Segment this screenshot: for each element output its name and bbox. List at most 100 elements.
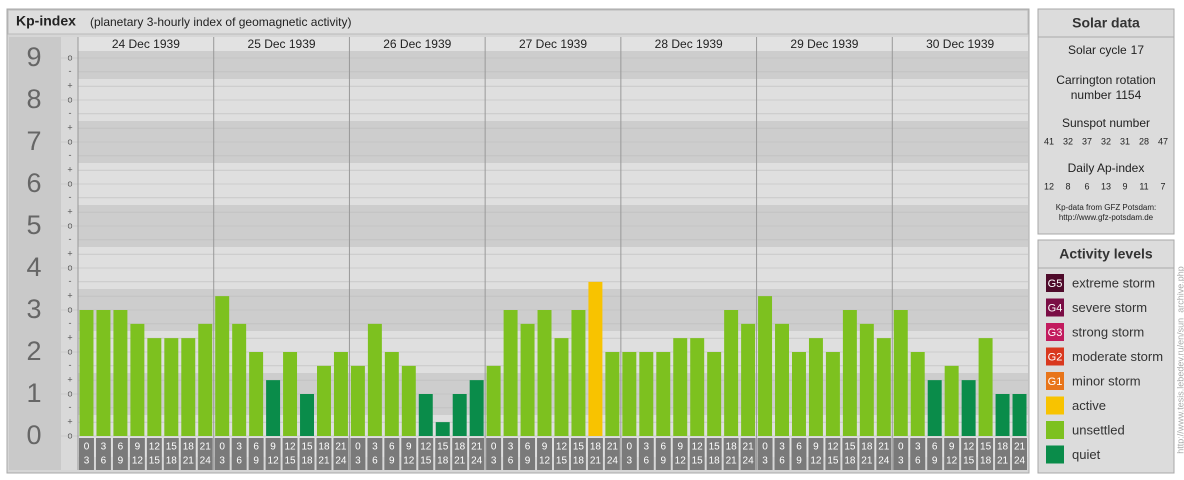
x-tick-label: 9 bbox=[253, 456, 259, 467]
x-tick-box bbox=[129, 438, 145, 470]
bar bbox=[283, 352, 298, 436]
y-tick-label: 4 bbox=[26, 252, 41, 282]
x-tick-box bbox=[469, 438, 485, 470]
x-tick-label: 12 bbox=[284, 442, 296, 453]
x-tick-box bbox=[435, 438, 451, 470]
x-tick-box bbox=[944, 438, 960, 470]
minor-tick-label: - bbox=[69, 234, 72, 244]
bar bbox=[571, 310, 586, 436]
x-tick-label: 9 bbox=[135, 442, 141, 453]
level-code: G3 bbox=[1048, 327, 1063, 339]
chart-subtitle: (planetary 3-hourly index of geomagnetic… bbox=[90, 15, 351, 29]
minor-tick-label: - bbox=[69, 66, 72, 76]
bar bbox=[503, 310, 518, 436]
x-tick-label: 6 bbox=[660, 442, 666, 453]
level-label: severe storm bbox=[1072, 300, 1147, 315]
minor-tick-label: o bbox=[67, 346, 72, 356]
minor-axis-band bbox=[61, 37, 78, 470]
x-tick-label: 0 bbox=[762, 442, 768, 453]
x-tick-box bbox=[384, 438, 400, 470]
chart-title: Kp-index bbox=[16, 13, 76, 29]
x-tick-label: 21 bbox=[726, 456, 738, 467]
x-tick-box bbox=[112, 438, 128, 470]
minor-tick-label: o bbox=[67, 388, 72, 398]
level-label: moderate storm bbox=[1072, 349, 1163, 364]
x-tick-box bbox=[350, 438, 366, 470]
x-tick-label: 24 bbox=[743, 456, 755, 467]
level-label: strong storm bbox=[1072, 324, 1144, 339]
level-swatch bbox=[1046, 347, 1064, 366]
x-tick-box bbox=[163, 438, 179, 470]
x-tick-box bbox=[79, 438, 94, 470]
x-tick-box bbox=[689, 438, 705, 470]
bar bbox=[842, 310, 857, 436]
x-tick-label: 3 bbox=[372, 442, 378, 453]
x-tick-box bbox=[842, 438, 858, 470]
x-tick-label: 6 bbox=[118, 442, 124, 453]
bar bbox=[520, 323, 535, 436]
x-tick-label: 6 bbox=[508, 456, 514, 467]
x-tick-label: 21 bbox=[200, 442, 212, 453]
x-tick-label: 18 bbox=[590, 442, 602, 453]
date-header bbox=[78, 37, 1028, 51]
x-tick-label: 21 bbox=[878, 442, 890, 453]
minor-tick-label: + bbox=[67, 207, 72, 217]
date-label: 28 Dec 1939 bbox=[655, 37, 723, 51]
bar bbox=[384, 352, 399, 436]
x-tick-box bbox=[808, 438, 824, 470]
x-tick-box bbox=[978, 438, 994, 470]
bar bbox=[758, 296, 773, 436]
x-tick-box bbox=[757, 438, 773, 470]
x-tick-label: 15 bbox=[420, 456, 432, 467]
x-tick-label: 0 bbox=[627, 442, 633, 453]
x-tick-label: 12 bbox=[675, 456, 687, 467]
level-code: G5 bbox=[1048, 278, 1063, 290]
minor-tick-label: o bbox=[67, 136, 72, 146]
x-tick-label: 6 bbox=[915, 456, 921, 467]
bar bbox=[164, 338, 179, 436]
bar bbox=[537, 310, 552, 436]
x-tick-label: 6 bbox=[389, 442, 395, 453]
ap-value: 8 bbox=[1065, 181, 1070, 191]
x-tick-label: 3 bbox=[491, 456, 497, 467]
x-tick-label: 15 bbox=[844, 442, 856, 453]
sunspot-value: 47 bbox=[1158, 136, 1168, 146]
level-code: G2 bbox=[1048, 351, 1063, 363]
bar bbox=[266, 380, 281, 436]
x-tick-box bbox=[791, 438, 807, 470]
y-tick-label: 6 bbox=[26, 168, 41, 198]
x-tick-label: 9 bbox=[677, 442, 683, 453]
minor-tick-label: + bbox=[67, 291, 72, 301]
x-tick-label: 6 bbox=[101, 456, 107, 467]
source-url: http://www.gfz-potsdam.de bbox=[1059, 213, 1154, 222]
x-tick-box bbox=[638, 438, 654, 470]
x-tick-box bbox=[570, 438, 586, 470]
bar bbox=[690, 338, 705, 436]
x-tick-box bbox=[299, 438, 315, 470]
x-tick-label: 12 bbox=[810, 456, 822, 467]
x-tick-label: 6 bbox=[779, 456, 785, 467]
x-tick-box bbox=[859, 438, 875, 470]
bar bbox=[147, 338, 162, 436]
sunspot-value: 41 bbox=[1044, 136, 1054, 146]
x-tick-label: 9 bbox=[949, 442, 955, 453]
date-label: 29 Dec 1939 bbox=[790, 37, 858, 51]
x-tick-label: 12 bbox=[963, 442, 975, 453]
y-tick-label: 3 bbox=[26, 294, 41, 324]
x-tick-label: 12 bbox=[556, 442, 568, 453]
watermark: http://www.tesis.lebedev.ru/en/sun_archi… bbox=[1175, 266, 1184, 453]
x-tick-box bbox=[587, 438, 603, 470]
x-tick-label: 0 bbox=[355, 442, 361, 453]
x-tick-label: 3 bbox=[644, 442, 650, 453]
bar bbox=[469, 380, 484, 436]
x-tick-label: 6 bbox=[253, 442, 259, 453]
y-axis-band bbox=[9, 37, 61, 470]
minor-tick-label: o bbox=[67, 304, 72, 314]
date-label: 27 Dec 1939 bbox=[519, 37, 587, 51]
x-tick-label: 3 bbox=[219, 456, 225, 467]
x-tick-box bbox=[876, 438, 892, 470]
x-tick-label: 6 bbox=[236, 456, 242, 467]
minor-tick-label: o bbox=[67, 220, 72, 230]
minor-tick-label: - bbox=[69, 360, 72, 370]
